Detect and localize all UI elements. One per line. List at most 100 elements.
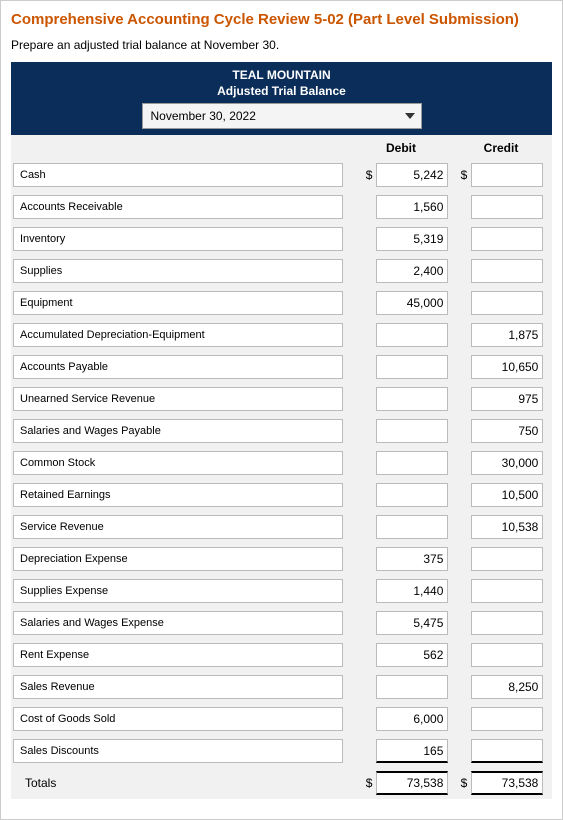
debit-input[interactable]: [376, 419, 448, 443]
credit-input[interactable]: 975: [471, 387, 543, 411]
debit-input[interactable]: 1,440: [376, 579, 448, 603]
credit-input[interactable]: [471, 547, 543, 571]
debit-input[interactable]: [376, 515, 448, 539]
table-row: Accounts Receivable 1,560: [11, 191, 552, 223]
table-row: Equipment 45,000: [11, 287, 552, 319]
credit-input[interactable]: [471, 611, 543, 635]
credit-currency-symbol: [457, 319, 469, 351]
account-input[interactable]: Equipment: [13, 291, 343, 315]
table-row: Supplies 2,400: [11, 255, 552, 287]
table-row: Accumulated Depreciation-Equipment 1,875: [11, 319, 552, 351]
account-input[interactable]: Accounts Payable: [13, 355, 343, 379]
credit-currency-symbol: [457, 639, 469, 671]
debit-currency-symbol: $: [362, 159, 374, 191]
account-input[interactable]: Depreciation Expense: [13, 547, 343, 571]
credit-input[interactable]: 1,875: [471, 323, 543, 347]
account-input[interactable]: Accounts Receivable: [13, 195, 343, 219]
credit-input[interactable]: 750: [471, 419, 543, 443]
column-headers: Debit Credit: [11, 135, 552, 159]
credit-currency-symbol: [457, 383, 469, 415]
debit-currency-symbol: [362, 255, 374, 287]
totals-credit[interactable]: 73,538: [471, 771, 543, 795]
account-input[interactable]: Common Stock: [13, 451, 343, 475]
table-row: Accounts Payable 10,650: [11, 351, 552, 383]
debit-input[interactable]: 6,000: [376, 707, 448, 731]
instruction-text: Prepare an adjusted trial balance at Nov…: [11, 38, 552, 52]
credit-currency-symbol: $: [457, 159, 469, 191]
debit-input[interactable]: 562: [376, 643, 448, 667]
credit-currency-symbol: [457, 607, 469, 639]
credit-input[interactable]: [471, 643, 543, 667]
worksheet-container: Comprehensive Accounting Cycle Review 5-…: [0, 0, 563, 820]
credit-currency-symbol: [457, 703, 469, 735]
debit-input[interactable]: 5,475: [376, 611, 448, 635]
credit-currency-symbol: [457, 191, 469, 223]
credit-input[interactable]: 8,250: [471, 675, 543, 699]
chevron-down-icon: [405, 113, 415, 119]
debit-currency-symbol: $: [362, 767, 374, 799]
credit-input[interactable]: [471, 163, 543, 187]
debit-input[interactable]: 45,000: [376, 291, 448, 315]
debit-input[interactable]: [376, 451, 448, 475]
debit-input[interactable]: 165: [376, 739, 448, 763]
account-input[interactable]: Sales Discounts: [13, 739, 343, 763]
credit-input[interactable]: 10,500: [471, 483, 543, 507]
credit-input[interactable]: [471, 739, 543, 763]
account-input[interactable]: Cost of Goods Sold: [13, 707, 343, 731]
account-input[interactable]: Accumulated Depreciation-Equipment: [13, 323, 343, 347]
debit-input[interactable]: [376, 483, 448, 507]
account-input[interactable]: Salaries and Wages Expense: [13, 611, 343, 635]
credit-currency-symbol: [457, 479, 469, 511]
debit-input[interactable]: 2,400: [376, 259, 448, 283]
credit-currency-symbol: [457, 351, 469, 383]
date-dropdown[interactable]: November 30, 2022: [142, 103, 422, 129]
totals-row: Totals$73,538$73,538: [11, 767, 552, 799]
table-row: Salaries and Wages Payable 750: [11, 415, 552, 447]
debit-input[interactable]: 5,242: [376, 163, 448, 187]
account-input[interactable]: Inventory: [13, 227, 343, 251]
credit-currency-symbol: [457, 255, 469, 287]
credit-input[interactable]: 10,650: [471, 355, 543, 379]
table-header-bar: TEAL MOUNTAIN Adjusted Trial Balance: [11, 62, 552, 103]
debit-input[interactable]: [376, 323, 448, 347]
debit-currency-symbol: [362, 287, 374, 319]
account-input[interactable]: Rent Expense: [13, 643, 343, 667]
account-input[interactable]: Supplies: [13, 259, 343, 283]
table-row: Supplies Expense 1,440: [11, 575, 552, 607]
debit-currency-symbol: [362, 191, 374, 223]
account-input[interactable]: Cash: [13, 163, 343, 187]
credit-currency-symbol: [457, 223, 469, 255]
debit-input[interactable]: [376, 675, 448, 699]
credit-currency-symbol: [457, 287, 469, 319]
credit-input[interactable]: 30,000: [471, 451, 543, 475]
account-input[interactable]: Supplies Expense: [13, 579, 343, 603]
debit-currency-symbol: [362, 735, 374, 767]
credit-input[interactable]: [471, 195, 543, 219]
credit-input[interactable]: [471, 259, 543, 283]
account-input[interactable]: Salaries and Wages Payable: [13, 419, 343, 443]
table-row: Cash$5,242$: [11, 159, 552, 191]
table-row: Unearned Service Revenue 975: [11, 383, 552, 415]
debit-input[interactable]: [376, 387, 448, 411]
table-row: Common Stock 30,000: [11, 447, 552, 479]
credit-input[interactable]: [471, 227, 543, 251]
credit-input[interactable]: [471, 579, 543, 603]
debit-input[interactable]: 1,560: [376, 195, 448, 219]
credit-input[interactable]: [471, 707, 543, 731]
debit-input[interactable]: 5,319: [376, 227, 448, 251]
table-row: Sales Discounts 165: [11, 735, 552, 767]
debit-currency-symbol: [362, 319, 374, 351]
credit-input[interactable]: 10,538: [471, 515, 543, 539]
totals-debit[interactable]: 73,538: [376, 771, 448, 795]
account-input[interactable]: Retained Earnings: [13, 483, 343, 507]
debit-currency-symbol: [362, 223, 374, 255]
debit-input[interactable]: 375: [376, 547, 448, 571]
credit-currency-symbol: [457, 543, 469, 575]
page-title: Comprehensive Accounting Cycle Review 5-…: [11, 11, 552, 28]
debit-input[interactable]: [376, 355, 448, 379]
account-input[interactable]: Service Revenue: [13, 515, 343, 539]
credit-input[interactable]: [471, 291, 543, 315]
table-row: Sales Revenue 8,250: [11, 671, 552, 703]
account-input[interactable]: Sales Revenue: [13, 675, 343, 699]
account-input[interactable]: Unearned Service Revenue: [13, 387, 343, 411]
